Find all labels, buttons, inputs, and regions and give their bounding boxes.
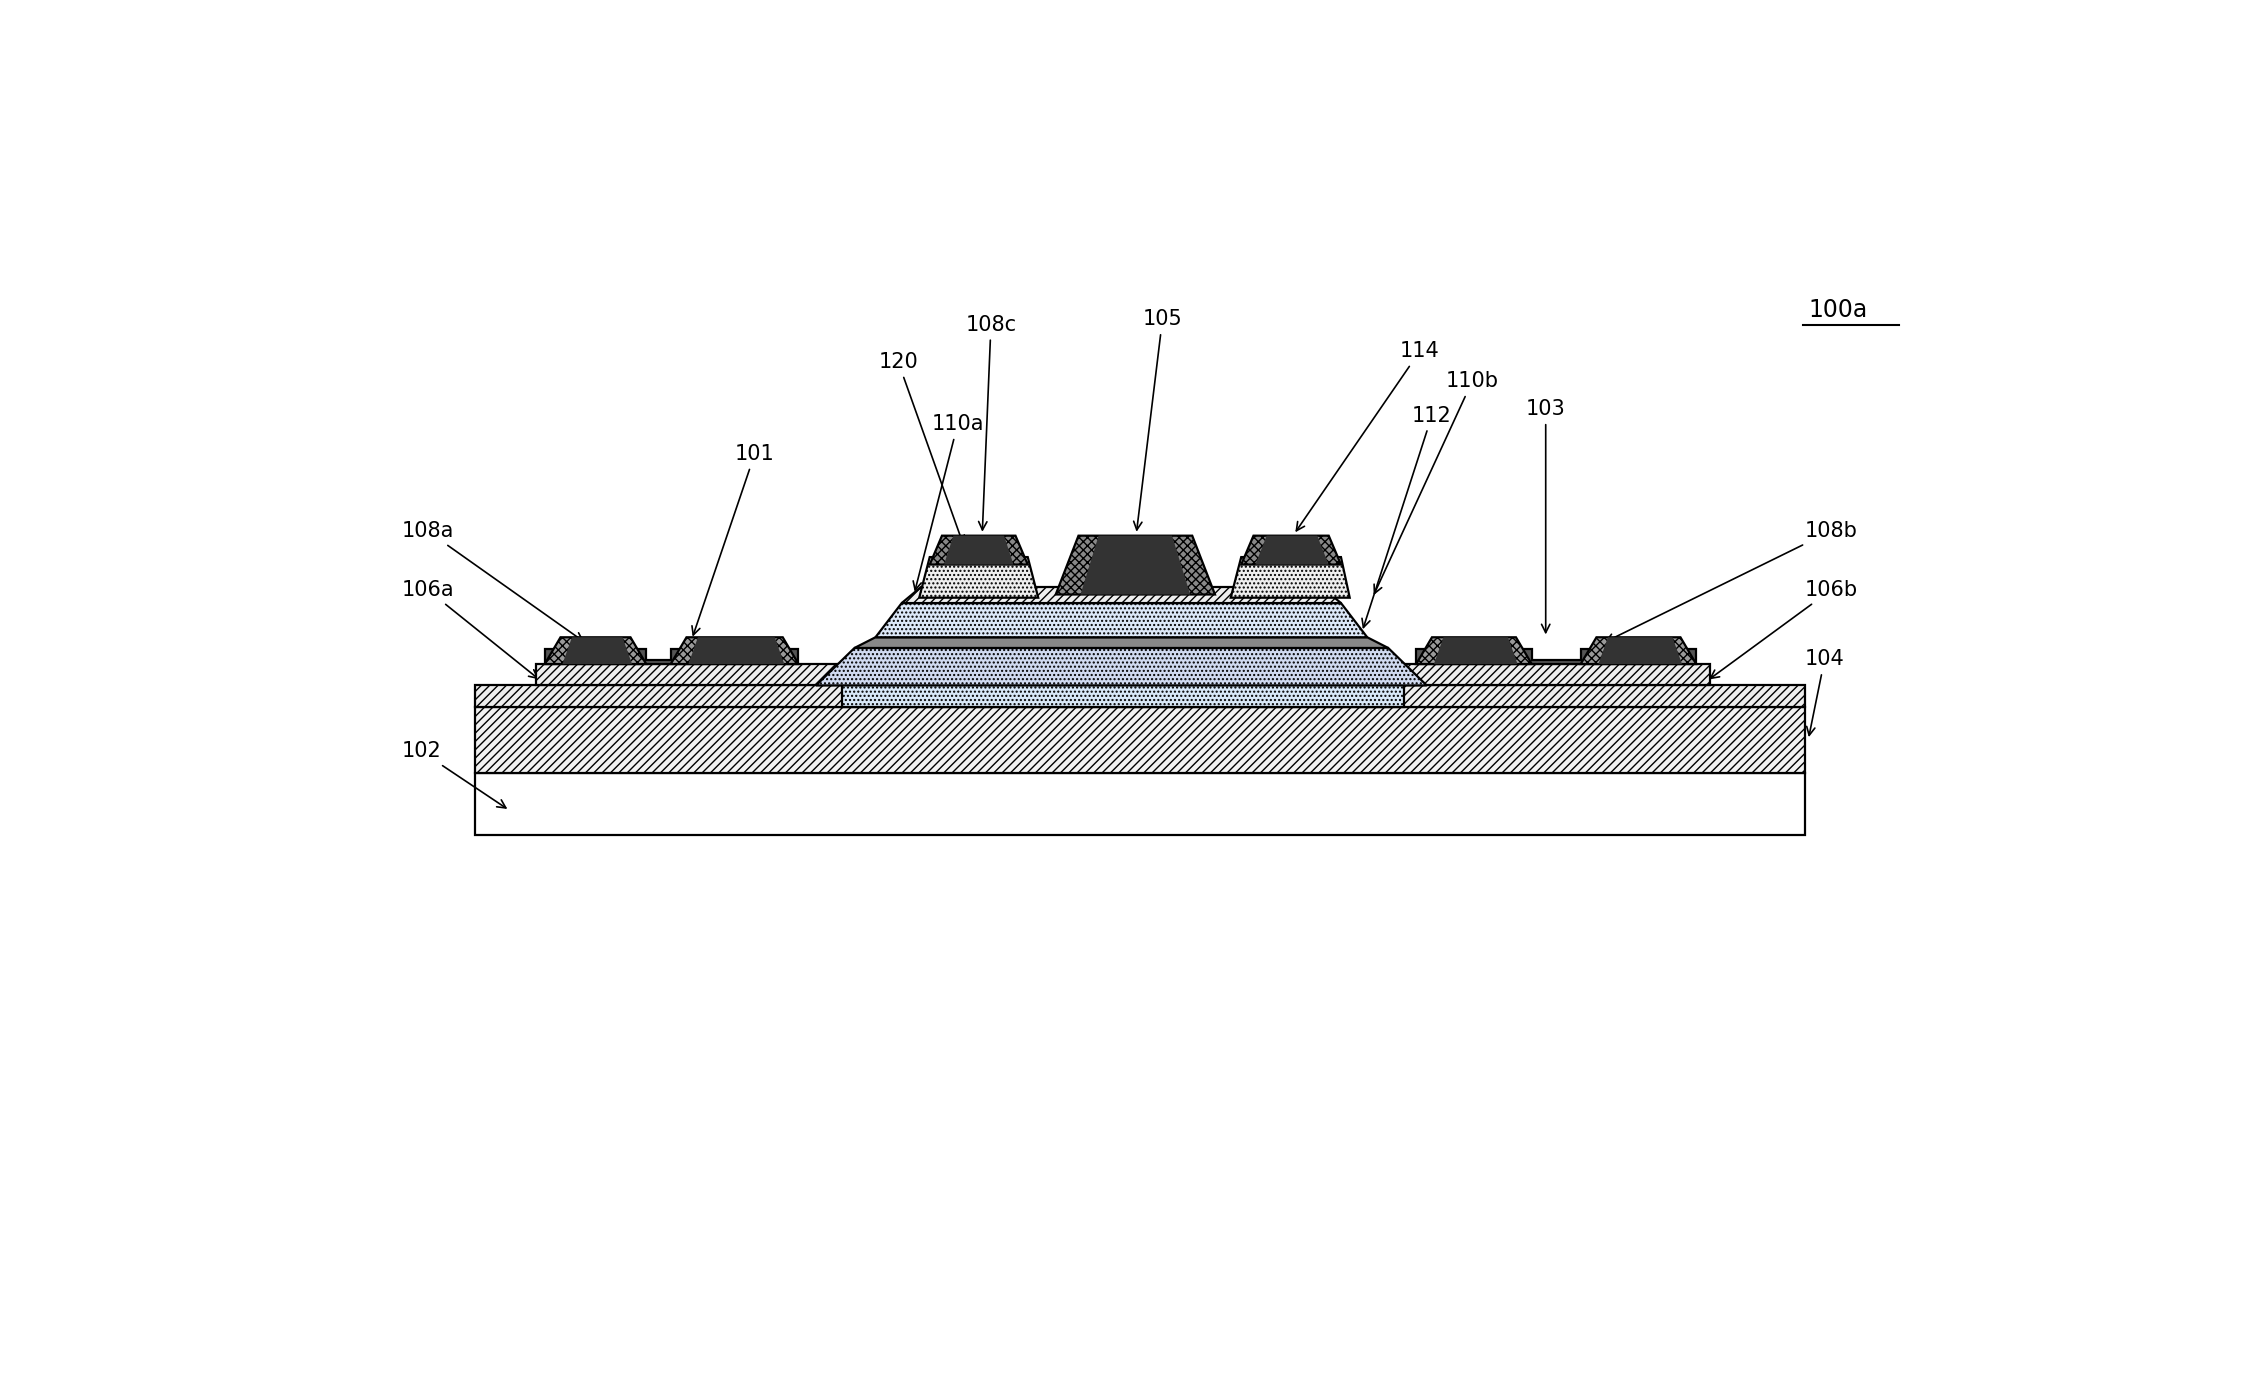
Text: 103: 103 [1526,399,1565,632]
Polygon shape [1601,639,1680,663]
Text: 106a: 106a [402,579,537,678]
Polygon shape [854,638,1389,647]
Text: 105: 105 [1134,310,1183,531]
Polygon shape [544,638,646,664]
Polygon shape [930,536,1027,564]
Polygon shape [1416,638,1531,664]
Text: 114: 114 [1296,342,1441,531]
Polygon shape [544,649,799,664]
Text: 104: 104 [1804,650,1845,735]
Polygon shape [564,639,630,663]
Polygon shape [1082,536,1188,593]
Text: 108a: 108a [402,521,583,640]
Text: 108b: 108b [1605,521,1858,642]
Polygon shape [815,647,1427,685]
Bar [474,707,1804,774]
Polygon shape [876,603,1368,638]
Polygon shape [691,639,784,663]
Polygon shape [1581,638,1696,664]
Polygon shape [1416,649,1696,664]
Text: 100a: 100a [1809,297,1867,322]
Polygon shape [1231,557,1350,597]
Text: 110b: 110b [1375,371,1499,593]
Bar [474,774,1804,835]
Polygon shape [1258,536,1328,564]
Polygon shape [946,536,1012,564]
Bar [535,664,842,685]
Bar [1404,664,1709,685]
Text: 116: 116 [1228,563,1292,693]
Text: 110a: 110a [912,414,984,590]
Polygon shape [1436,639,1515,663]
Text: 112: 112 [1362,406,1452,628]
Bar [842,685,1404,707]
Polygon shape [671,638,799,664]
Text: 102: 102 [402,742,506,808]
Bar [474,685,1804,707]
Text: 106b: 106b [1712,579,1858,678]
Polygon shape [1057,536,1215,594]
Text: 108c: 108c [966,314,1016,531]
Polygon shape [901,588,1341,603]
Text: 101: 101 [691,444,774,635]
Polygon shape [919,557,1039,597]
Polygon shape [1242,536,1341,564]
Text: 120: 120 [878,351,964,544]
